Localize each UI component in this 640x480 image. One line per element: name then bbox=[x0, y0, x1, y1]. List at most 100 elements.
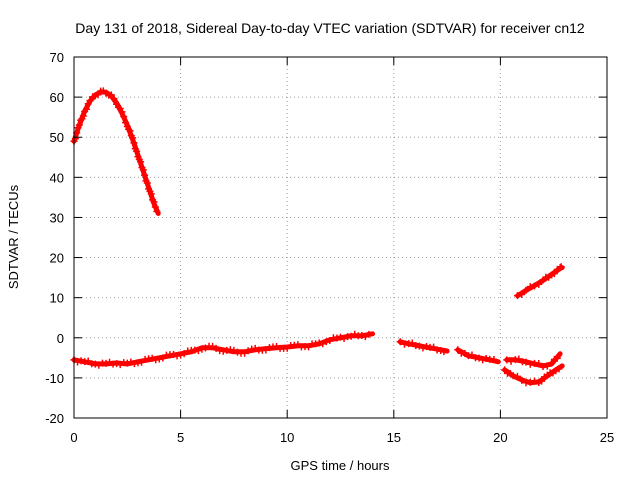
x-tick-label: 20 bbox=[493, 430, 507, 445]
data-point-marker bbox=[251, 344, 259, 352]
data-point-marker bbox=[244, 347, 252, 355]
data-point-marker bbox=[209, 342, 217, 350]
data-point-marker bbox=[437, 346, 445, 354]
data-point-marker bbox=[123, 359, 131, 367]
data-point-marker bbox=[107, 91, 115, 99]
y-tick-label: 60 bbox=[50, 90, 64, 105]
data-point-marker bbox=[315, 339, 323, 347]
chart-title: Day 131 of 2018, Sidereal Day-to-day VTE… bbox=[75, 20, 585, 36]
series-arc-late-high bbox=[513, 263, 565, 300]
data-point-marker bbox=[151, 203, 159, 211]
data-point-marker bbox=[169, 350, 177, 358]
data-point-marker bbox=[110, 95, 118, 103]
y-tick-label: 70 bbox=[50, 50, 64, 65]
data-point-marker bbox=[106, 358, 114, 366]
data-point-marker bbox=[262, 346, 270, 354]
data-point-marker bbox=[130, 139, 138, 147]
data-point-marker bbox=[77, 116, 85, 124]
data-point-marker bbox=[116, 361, 124, 369]
data-series bbox=[70, 87, 565, 387]
data-point-marker bbox=[326, 337, 334, 345]
data-point-marker bbox=[148, 354, 156, 362]
data-point-marker bbox=[305, 343, 313, 351]
data-point-marker bbox=[322, 338, 330, 346]
data-point-marker bbox=[555, 365, 563, 373]
series-arc-mid-afternoon bbox=[396, 338, 450, 356]
data-point-marker bbox=[143, 179, 151, 187]
data-point-marker bbox=[91, 360, 99, 368]
x-axis-label: GPS time / hours bbox=[291, 458, 390, 473]
data-point-marker bbox=[522, 358, 530, 366]
data-point-marker bbox=[173, 352, 181, 360]
data-point-marker bbox=[241, 349, 249, 357]
data-point-marker bbox=[479, 356, 487, 364]
data-point-marker bbox=[147, 190, 155, 198]
data-point-marker bbox=[531, 282, 539, 290]
data-point-marker bbox=[454, 346, 462, 354]
data-point-marker bbox=[201, 344, 209, 352]
data-point-marker bbox=[150, 198, 158, 206]
data-point-marker bbox=[358, 331, 366, 339]
data-point-marker bbox=[138, 358, 146, 366]
data-point-marker bbox=[415, 342, 423, 350]
data-point-marker bbox=[212, 344, 220, 352]
y-tick-label: 30 bbox=[50, 210, 64, 225]
data-point-marker bbox=[130, 360, 138, 368]
data-point-marker bbox=[550, 270, 558, 278]
data-point-marker bbox=[468, 351, 476, 359]
data-point-marker bbox=[535, 280, 543, 288]
data-point-marker bbox=[526, 360, 534, 368]
x-tick-label: 10 bbox=[280, 430, 294, 445]
data-point-marker bbox=[129, 134, 137, 142]
y-axis-label: SDTVAR / TECUs bbox=[6, 184, 21, 289]
y-tick-label: -10 bbox=[45, 371, 64, 386]
data-point-marker bbox=[543, 362, 551, 370]
data-point-marker bbox=[141, 171, 149, 179]
data-point-marker bbox=[333, 334, 341, 342]
data-point-marker bbox=[365, 330, 373, 338]
data-point-marker bbox=[273, 342, 281, 350]
data-point-marker bbox=[440, 348, 448, 356]
data-point-marker bbox=[79, 112, 87, 120]
data-point-marker bbox=[361, 333, 369, 341]
data-point-marker bbox=[490, 355, 498, 363]
data-point-marker bbox=[294, 341, 302, 349]
data-point-marker bbox=[535, 360, 543, 368]
data-point-marker bbox=[461, 349, 469, 357]
data-point-marker bbox=[475, 354, 483, 362]
data-point-marker bbox=[127, 358, 135, 366]
data-point-marker bbox=[153, 208, 161, 216]
data-point-marker bbox=[319, 340, 327, 348]
data-point-marker bbox=[518, 291, 526, 299]
series-band bbox=[515, 265, 565, 299]
data-point-marker bbox=[507, 357, 515, 365]
data-point-marker bbox=[155, 355, 163, 363]
data-point-marker bbox=[180, 350, 188, 358]
x-tick-label: 25 bbox=[600, 430, 614, 445]
data-point-marker bbox=[159, 354, 167, 362]
data-point-marker bbox=[347, 332, 355, 340]
x-tick-label: 5 bbox=[177, 430, 184, 445]
data-point-marker bbox=[86, 97, 94, 105]
data-point-marker bbox=[515, 355, 523, 363]
data-point-marker bbox=[396, 338, 404, 346]
data-point-marker bbox=[125, 125, 133, 133]
data-point-marker bbox=[233, 348, 241, 356]
x-tick-label: 15 bbox=[387, 430, 401, 445]
axis-ticks: 0 5 10 15 20 25 -20 -10 0 10 20 30 40 50 60 70 bbox=[45, 50, 614, 445]
data-point-marker bbox=[95, 361, 103, 369]
data-point-marker bbox=[230, 346, 238, 354]
data-point-marker bbox=[337, 333, 344, 341]
data-point-marker bbox=[177, 351, 185, 359]
series-arc-main-low bbox=[70, 330, 375, 369]
y-tick-label: 40 bbox=[50, 170, 64, 185]
data-point-marker bbox=[118, 108, 126, 116]
data-point-marker bbox=[82, 105, 90, 113]
series-arc-evening-b bbox=[503, 351, 563, 370]
series-arc-evening-c bbox=[501, 363, 565, 387]
data-point-marker bbox=[422, 342, 430, 350]
data-point-marker bbox=[102, 359, 110, 367]
data-point-marker bbox=[430, 343, 438, 351]
data-point-marker bbox=[283, 344, 291, 352]
